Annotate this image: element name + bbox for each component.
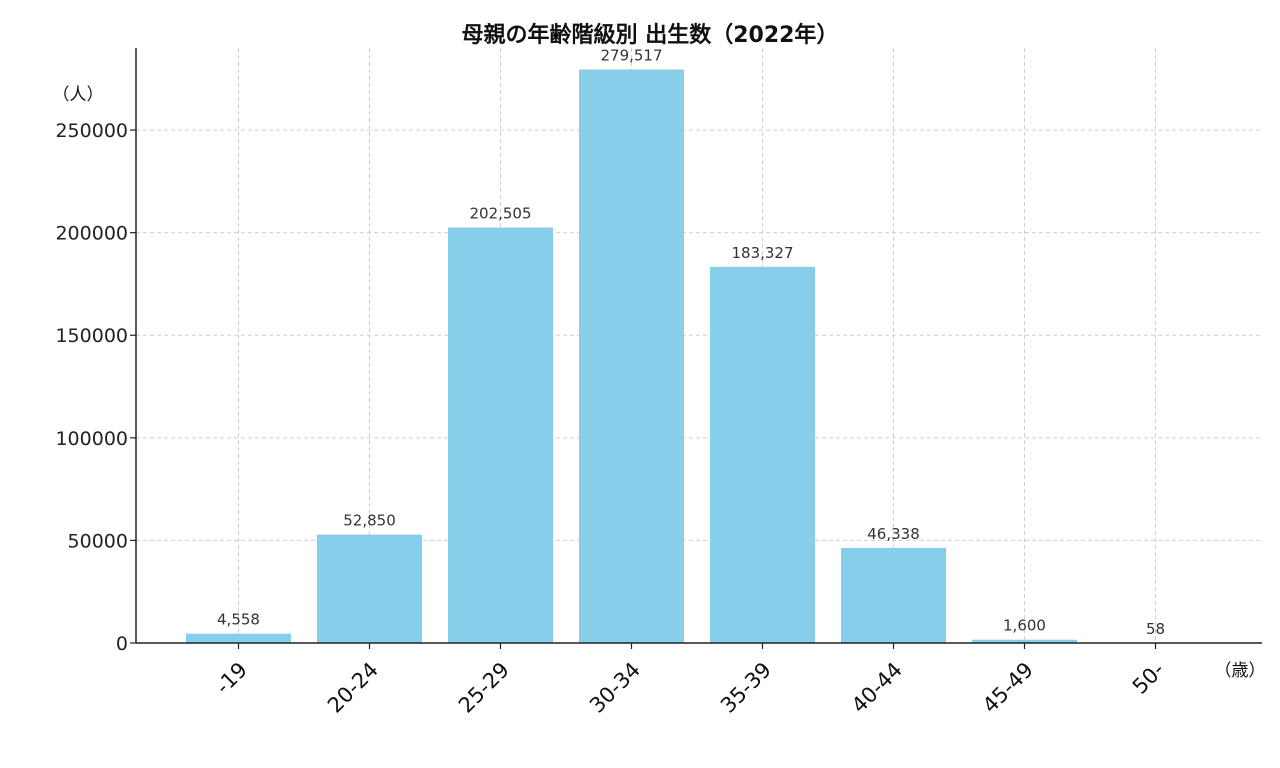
x-tick-label: -19 <box>211 658 252 699</box>
bar-value-label: 58 <box>1146 620 1165 638</box>
y-tick-label: 50000 <box>68 530 128 552</box>
bar-value-label: 52,850 <box>343 512 396 530</box>
axes <box>135 48 1262 644</box>
bar-value-label: 183,327 <box>731 244 793 262</box>
bar <box>841 547 946 643</box>
x-axis-unit-label: （歳） <box>1215 661 1266 681</box>
bar <box>186 633 291 643</box>
y-tick-label: 150000 <box>55 325 128 347</box>
y-tick-label: 100000 <box>55 428 128 450</box>
bar-value-label: 279,517 <box>600 47 662 65</box>
x-tick-label: 25-29 <box>454 658 514 718</box>
x-tick-label: 50- <box>1128 658 1169 699</box>
bar-value-label: 46,338 <box>867 525 920 543</box>
bar-value-label: 202,505 <box>469 205 531 223</box>
x-tick-label: 20-24 <box>323 658 383 718</box>
bar <box>710 266 815 643</box>
bar <box>448 227 553 643</box>
x-axis-ticks: -19 20-24 25-29 30-34 35-39 40-44 45-49 50- <box>211 643 1169 718</box>
y-axis-unit-label: （人） <box>53 85 104 105</box>
bar <box>579 69 684 643</box>
data-labels: 4,558 52,850 202,505 279,517 183,327 46,338 1,… <box>217 47 1165 638</box>
y-tick-label: 200000 <box>55 223 128 245</box>
bars <box>186 69 1208 643</box>
x-tick-label: 45-49 <box>978 658 1038 718</box>
bar-value-label: 1,600 <box>1003 617 1046 635</box>
y-axis-ticks: 0 50000 100000 150000 200000 250000 <box>55 120 136 655</box>
x-tick-label: 30-34 <box>585 658 645 718</box>
y-tick-label: 250000 <box>55 120 128 142</box>
bar <box>317 534 422 643</box>
x-tick-label: 40-44 <box>847 658 907 718</box>
y-tick-label: 0 <box>116 633 128 655</box>
x-tick-label: 35-39 <box>716 658 776 718</box>
bar-value-label: 4,558 <box>217 611 260 629</box>
bar <box>972 639 1077 643</box>
gridlines <box>136 48 1262 643</box>
chart-title: 母親の年齢階級別 出生数（2022年） <box>462 22 839 48</box>
